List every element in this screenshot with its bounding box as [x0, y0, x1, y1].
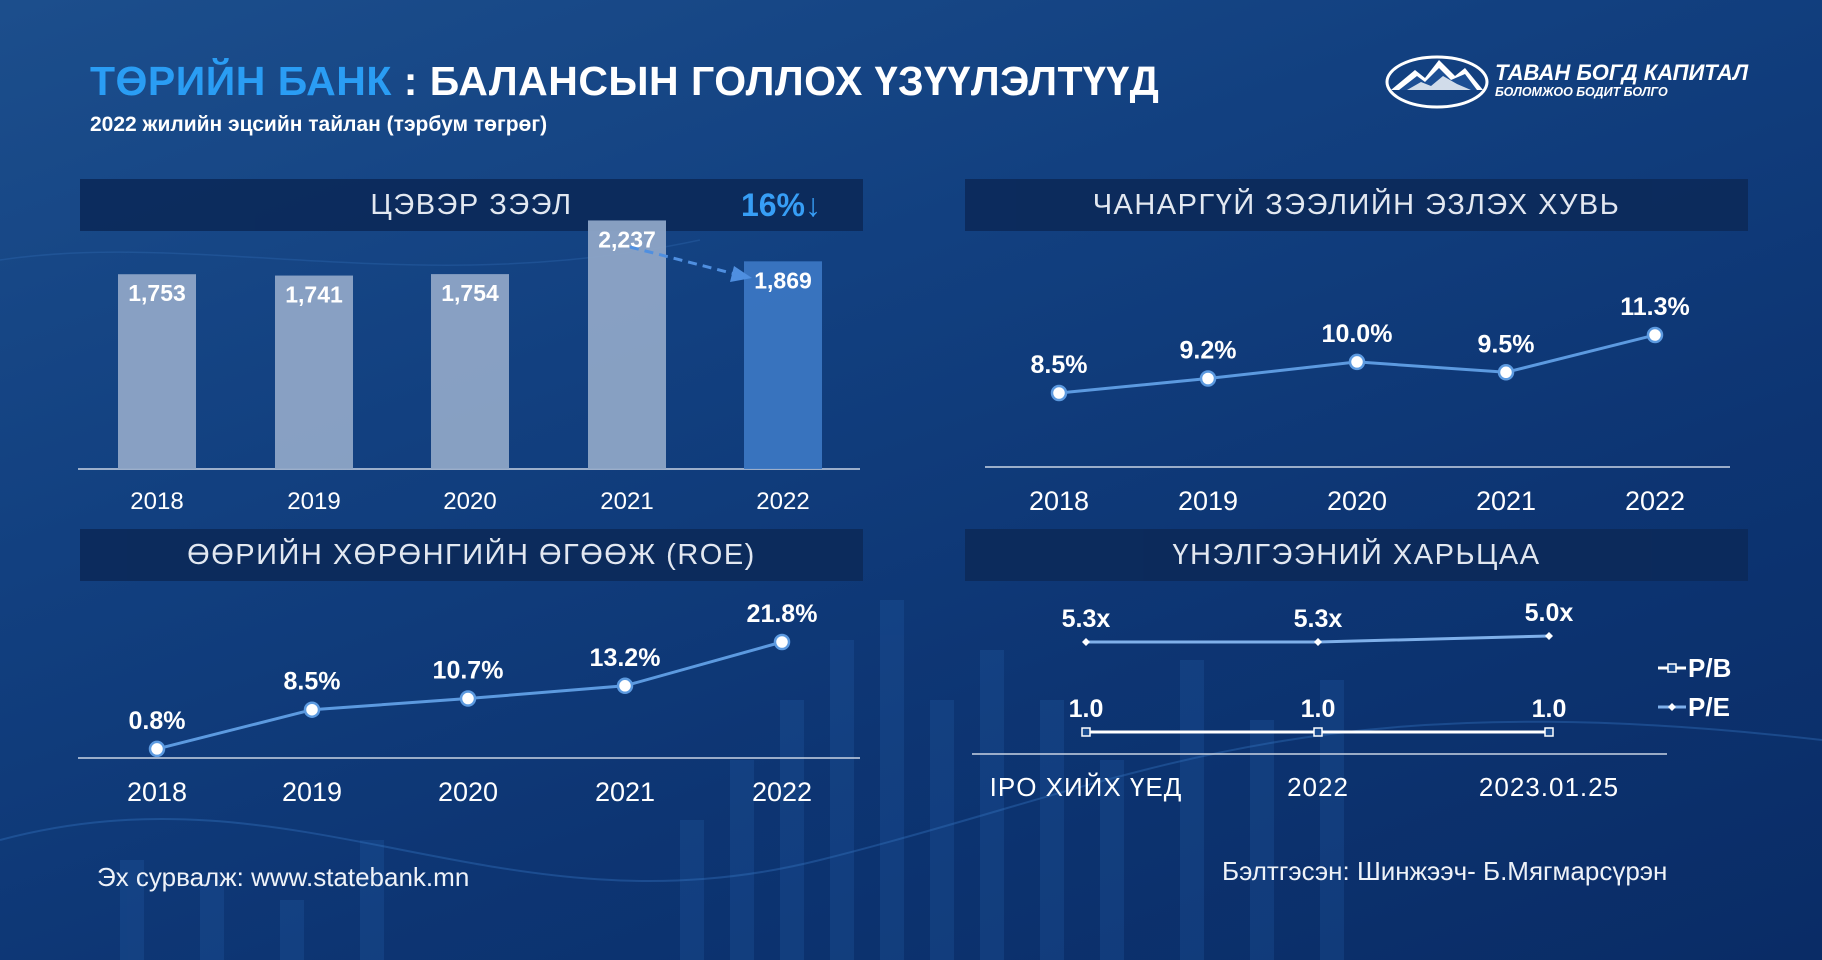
x-tick-label: 2021 [600, 488, 653, 515]
npl-title: ЧАНАРГҮЙ ЗЭЭЛИЙН ЭЗЛЭХ ХУВЬ [1092, 188, 1621, 221]
x-tick-label: 2018 [1029, 486, 1089, 516]
x-tick-label: IPO ХИЙХ ҮЕД [990, 772, 1183, 802]
x-tick-label: 2022 [756, 488, 809, 515]
bar-2020 [431, 274, 509, 469]
net-loans-change: 16%↓ [740, 187, 821, 223]
page-subtitle: 2022 жилийн эцсийн тайлан (тэрбум төгрөг… [90, 113, 548, 136]
data-point-2022 [1646, 326, 1664, 344]
x-tick-label: 2019 [287, 488, 340, 515]
bar-2018 [118, 274, 196, 469]
data-value-label: 21.8% [747, 600, 818, 628]
data-point-2019 [1199, 370, 1217, 387]
x-tick-label: 2023.01.25 [1479, 772, 1619, 802]
x-tick-label: 2021 [1476, 486, 1536, 516]
pb-value-label: 1.0 [1301, 695, 1336, 723]
bar-2019 [275, 275, 353, 469]
pe-data-point [1545, 632, 1553, 640]
pe-data-point [1314, 638, 1322, 646]
bar-value-label: 2,237 [598, 226, 656, 252]
data-point-2020 [1348, 353, 1366, 371]
pb-value-label: 1.0 [1532, 695, 1567, 723]
roe-title: ӨӨРИЙН ХӨРӨНГИЙН ӨГӨӨЖ (ROE) [187, 538, 756, 571]
x-tick-label: 2020 [443, 488, 496, 515]
valuation-header: ҮНЭЛГЭЭНИЙ ХАРЬЦАА [965, 529, 1748, 581]
title-accent: ТӨРИЙН БАНК [90, 58, 392, 104]
data-point-2020 [459, 690, 477, 707]
data-value-label: 10.7% [433, 657, 504, 685]
x-tick-label: 2022 [1625, 486, 1685, 516]
pe-value-label: 5.3x [1062, 605, 1111, 633]
trend-arrow-head [730, 266, 752, 282]
npl-header: ЧАНАРГҮЙ ЗЭЭЛИЙН ЭЗЛЭХ ХУВЬ [965, 179, 1748, 231]
x-tick-label: 2021 [595, 777, 655, 807]
data-point-2021 [1497, 364, 1515, 381]
bar-value-label: 1,754 [441, 280, 499, 306]
bar-value-label: 1,753 [128, 280, 186, 306]
bar-2022 [744, 261, 822, 469]
logo-slogan-text: БОЛОМЖОО БОДИТ БОЛГО [1495, 85, 1668, 99]
x-tick-label: 2022 [1287, 772, 1349, 802]
net-loans-header: ЦЭВЭР ЗЭЭЛ 16%↓ [80, 179, 863, 231]
pe-data-point [1082, 638, 1090, 646]
pe-value-label: 5.0x [1525, 599, 1574, 627]
legend-pb-label: P/B [1688, 653, 1731, 683]
x-tick-label: 2018 [130, 488, 183, 515]
x-tick-label: 2022 [752, 777, 812, 807]
pb-data-point [1544, 727, 1554, 737]
author-text: Бэлтгэсэн: Шинжээч- Б.Мягмарсүрэн [1222, 856, 1668, 886]
x-tick-label: 2018 [127, 777, 187, 807]
page-title: ТӨРИЙН БАНК : БАЛАНСЫН ГОЛЛОХ ҮЗҮҮЛЭЛТҮҮ… [90, 58, 1159, 105]
data-value-label: 13.2% [590, 644, 661, 672]
x-tick-label: 2020 [438, 777, 498, 807]
data-point-2022 [773, 633, 791, 651]
source-text: Эх сурвалж: www.statebank.mn [97, 862, 470, 892]
data-value-label: 11.3% [1620, 293, 1690, 321]
pb-value-label: 1.0 [1069, 695, 1104, 723]
bar-value-label: 1,869 [754, 267, 812, 293]
title-rest: : БАЛАНСЫН ГОЛЛОХ ҮЗҮҮЛЭЛТҮҮД [391, 58, 1160, 104]
roe-header: ӨӨРИЙН ХӨРӨНГИЙН ӨГӨӨЖ (ROE) [80, 529, 863, 581]
legend-pe-label: P/E [1688, 692, 1730, 722]
x-tick-label: 2020 [1327, 486, 1387, 516]
legend-pe-marker [1668, 703, 1676, 711]
data-point-2018 [148, 740, 166, 758]
data-value-label: 8.5% [284, 668, 341, 696]
bar-value-label: 1,741 [285, 282, 343, 308]
data-value-label: 9.5% [1478, 330, 1535, 358]
x-tick-label: 2019 [282, 777, 342, 807]
data-point-2019 [303, 701, 321, 718]
pe-value-label: 5.3x [1294, 605, 1343, 633]
company-logo: ТАВАН БОГД КАПИТАЛ БОЛОМЖОО БОДИТ БОЛГО [1385, 52, 1749, 112]
legend-pb-marker [1667, 663, 1677, 673]
data-value-label: 9.2% [1180, 337, 1237, 365]
data-value-label: 10.0% [1322, 320, 1393, 348]
mountain-logo-icon [1385, 55, 1489, 109]
bar-2021 [588, 220, 666, 469]
data-value-label: 0.8% [129, 707, 186, 735]
x-tick-label: 2019 [1178, 486, 1238, 516]
valuation-title: ҮНЭЛГЭЭНИЙ ХАРЬЦАА [1172, 538, 1541, 571]
data-value-label: 8.5% [1031, 351, 1088, 379]
net-loans-title: ЦЭВЭР ЗЭЭЛ [370, 188, 573, 221]
logo-brand-text: ТАВАН БОГД КАПИТАЛ [1495, 60, 1749, 85]
pb-data-point [1081, 727, 1091, 737]
data-point-2018 [1050, 384, 1068, 402]
data-point-2021 [616, 677, 634, 695]
trend-arrow-line [629, 245, 736, 276]
pb-data-point [1313, 727, 1323, 737]
